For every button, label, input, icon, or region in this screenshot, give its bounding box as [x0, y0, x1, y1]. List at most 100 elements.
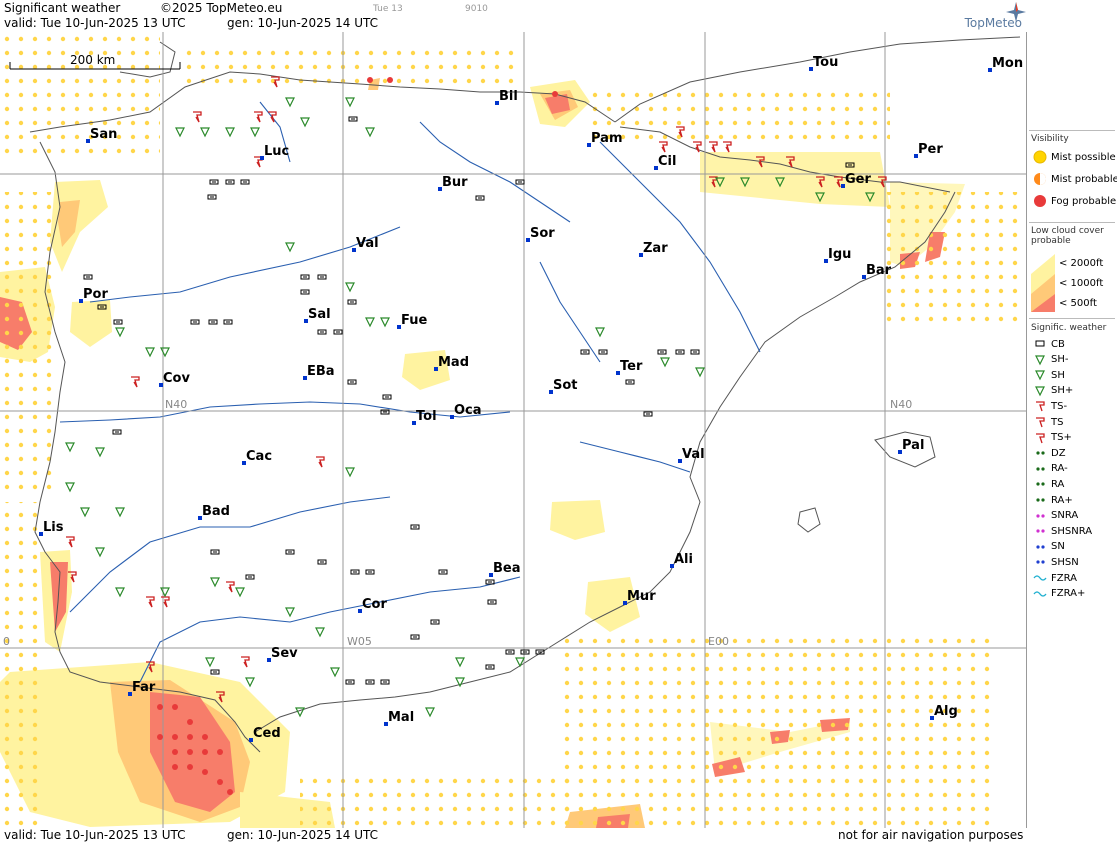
city-bea[interactable]: Bea [489, 561, 521, 577]
city-marker-icon [809, 67, 813, 71]
cb-cloud-icon [207, 194, 217, 200]
city-mal[interactable]: Mal [384, 710, 414, 726]
thunderstorm-symbols [66, 76, 887, 795]
city-label: Per [918, 142, 943, 157]
city-sal[interactable]: Sal [304, 307, 331, 323]
sigwx-symbol-icon [1035, 354, 1045, 365]
shower-icon [775, 177, 785, 188]
city-val[interactable]: Val [352, 236, 379, 252]
city-cil[interactable]: Cil [654, 154, 676, 170]
shower-icon [330, 667, 340, 678]
city-label: Ger [845, 172, 871, 187]
city-mad[interactable]: Mad [434, 355, 469, 371]
city-sot[interactable]: Sot [549, 378, 578, 394]
sigwx-label: SH [1051, 369, 1065, 381]
legend-sigwx-ts: TS [1033, 416, 1063, 428]
city-bur[interactable]: Bur [438, 175, 468, 191]
rivers [59, 101, 761, 683]
topmeteo-logo: TopMeteo [964, 16, 1022, 30]
sigwx-label: SHSN [1051, 556, 1079, 568]
city-marker-icon [616, 371, 620, 375]
weather-map[interactable]: N40 N40 W05 E00 0 200 km San Luc Bil Pam Cil… [0, 32, 1026, 828]
city-label: Ced [253, 726, 281, 741]
shower-icon [300, 117, 310, 128]
map-title: Significant weather [4, 1, 121, 15]
thunderstorm-icon [878, 176, 887, 188]
shower-icon [210, 577, 220, 588]
city-oca[interactable]: Oca [450, 403, 482, 419]
grid-label-n40-left: N40 [165, 398, 187, 411]
shower-icon [815, 192, 825, 203]
city-ger[interactable]: Ger [841, 172, 871, 188]
city-marker-icon [303, 376, 307, 380]
shower-icon [380, 317, 390, 328]
city-tou[interactable]: Tou [809, 55, 838, 71]
sigwx-symbol-icon [1036, 498, 1045, 502]
mist-possible-label: Mist possible [1051, 151, 1116, 163]
city-alg[interactable]: Alg [930, 704, 958, 720]
cb-cloud-icon [598, 349, 608, 355]
city-igu[interactable]: Igu [824, 247, 851, 263]
city-por[interactable]: Por [79, 287, 108, 303]
cb-cloud-icon [245, 574, 255, 580]
legend-sigwx-ra-: RA+ [1033, 494, 1073, 506]
city-marker-icon [128, 692, 132, 696]
shower-icon [345, 467, 355, 478]
city-luc[interactable]: Luc [260, 144, 289, 160]
city-ter[interactable]: Ter [616, 359, 643, 375]
thunderstorm-icon [241, 656, 250, 668]
city-marker-icon [639, 253, 643, 257]
city-tol[interactable]: Tol [412, 409, 437, 425]
city-bil[interactable]: Bil [495, 89, 518, 105]
city-san[interactable]: San [86, 127, 117, 143]
city-fue[interactable]: Fue [397, 313, 427, 329]
shower-icon [65, 482, 75, 493]
copyright: ©2025 TopMeteo.eu [160, 1, 283, 15]
fog-dot-icon [227, 789, 233, 795]
city-far[interactable]: Far [128, 680, 156, 696]
shower-icon [200, 127, 210, 138]
city-marker-icon [549, 390, 553, 394]
city-val[interactable]: Val [678, 447, 705, 463]
cb-cloud-icon [515, 179, 525, 185]
city-bar[interactable]: Bar [862, 263, 892, 279]
city-lis[interactable]: Lis [39, 520, 64, 536]
city-label: Bur [442, 175, 468, 190]
fog-dot-icon [172, 764, 178, 770]
cb-cloud-icon [317, 274, 327, 280]
fog-probable-label: Fog probable [1051, 195, 1117, 207]
city-sor[interactable]: Sor [526, 226, 555, 242]
shower-icon [235, 587, 245, 598]
cb-cloud-icon [430, 619, 440, 625]
city-cor[interactable]: Cor [358, 597, 387, 613]
city-pal[interactable]: Pal [898, 438, 924, 454]
city-mon[interactable]: Mon [988, 56, 1023, 72]
city-ced[interactable]: Ced [249, 726, 281, 742]
city-label: San [90, 127, 117, 142]
city-marker-icon [930, 716, 934, 720]
city-cac[interactable]: Cac [242, 449, 272, 465]
city-ali[interactable]: Ali [670, 552, 693, 568]
city-label: Val [682, 447, 705, 462]
city-marker-icon [242, 461, 246, 465]
city-per[interactable]: Per [914, 142, 943, 158]
city-pam[interactable]: Pam [587, 131, 623, 147]
city-sev[interactable]: Sev [267, 646, 298, 662]
city-cov[interactable]: Cov [159, 371, 190, 387]
city-bad[interactable]: Bad [198, 504, 230, 520]
city-label: Ter [620, 359, 643, 374]
fog-dot-icon [202, 769, 208, 775]
cb-cloud-icon [350, 569, 360, 575]
faint-label-1: Tue 13 [373, 4, 403, 14]
sigwx-label: RA- [1051, 463, 1068, 475]
legend-lc-1000: < 1000ft [1059, 278, 1104, 289]
city-zar[interactable]: Zar [639, 241, 668, 257]
thunderstorm-icon [709, 141, 718, 153]
city-mur[interactable]: Mur [623, 589, 656, 605]
city-marker-icon [434, 367, 438, 371]
thunderstorm-icon [66, 536, 75, 548]
compass-logo-icon [1006, 2, 1026, 22]
sigwx-label: SN [1051, 541, 1065, 553]
city-label: Bar [866, 263, 892, 278]
city-eba[interactable]: EBa [303, 364, 335, 380]
